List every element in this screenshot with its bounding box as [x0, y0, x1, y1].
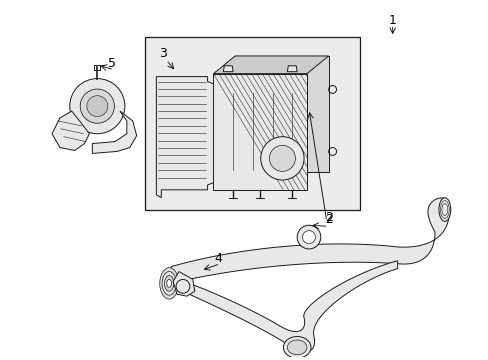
Polygon shape	[171, 198, 448, 283]
Text: 5: 5	[108, 57, 116, 70]
Ellipse shape	[438, 198, 450, 221]
Circle shape	[87, 96, 107, 117]
Ellipse shape	[162, 271, 176, 295]
Polygon shape	[213, 74, 306, 190]
Polygon shape	[287, 66, 297, 72]
Circle shape	[269, 145, 295, 171]
Text: 2: 2	[324, 211, 332, 224]
Ellipse shape	[287, 340, 306, 355]
Text: 3: 3	[159, 48, 167, 60]
Polygon shape	[213, 56, 328, 74]
Polygon shape	[223, 66, 233, 72]
Polygon shape	[92, 111, 137, 153]
Polygon shape	[156, 77, 215, 198]
Text: 2: 2	[324, 213, 332, 226]
Polygon shape	[173, 271, 194, 296]
Ellipse shape	[160, 267, 178, 299]
Text: 4: 4	[214, 252, 222, 265]
Polygon shape	[176, 261, 397, 351]
Text: 1: 1	[388, 14, 396, 27]
Circle shape	[302, 231, 315, 244]
Ellipse shape	[164, 275, 174, 291]
Ellipse shape	[166, 279, 171, 287]
Circle shape	[297, 225, 320, 249]
Circle shape	[80, 89, 114, 123]
Bar	[144, 37, 360, 210]
Polygon shape	[52, 111, 89, 150]
Polygon shape	[235, 56, 328, 172]
Circle shape	[70, 78, 124, 134]
Ellipse shape	[283, 337, 310, 358]
Circle shape	[260, 137, 304, 180]
